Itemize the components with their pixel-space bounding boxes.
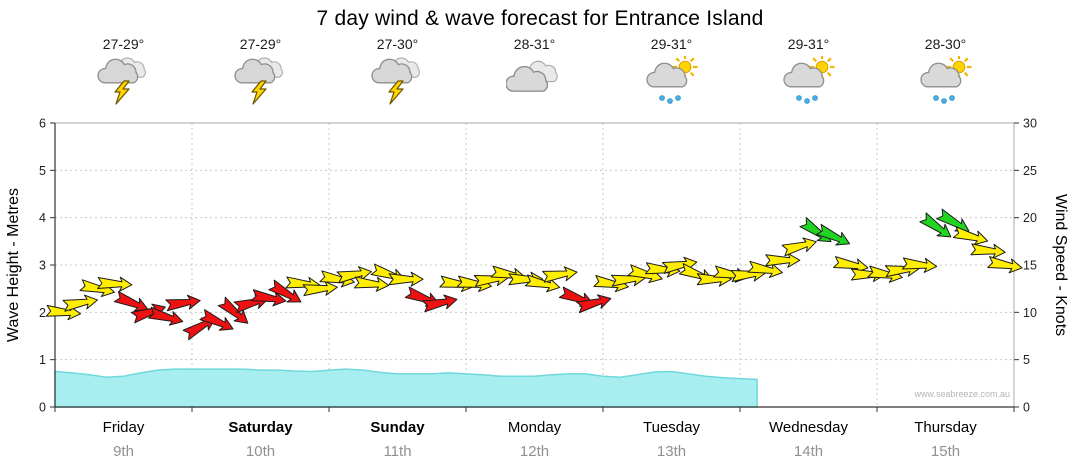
- day-name: Monday: [507, 419, 562, 436]
- day-name: Sunday: [370, 419, 425, 436]
- day-date: 15th: [930, 443, 961, 460]
- day-date: 11th: [383, 443, 412, 460]
- wind-axis-tick-label: 15: [1023, 259, 1037, 273]
- day-name: Saturday: [228, 419, 293, 436]
- day-name: Thursday: [914, 419, 977, 436]
- wind-arrow: [936, 208, 970, 232]
- wind-arrow: [147, 306, 184, 326]
- wind-axis-tick-label: 30: [1023, 117, 1037, 131]
- day-temp-range: 27-30°: [376, 36, 419, 52]
- day-name: Wednesday: [769, 419, 848, 436]
- wind-arrow: [901, 257, 938, 273]
- day-temp-range: 28-31°: [513, 36, 556, 52]
- wave-axis-tick-label: 6: [39, 117, 46, 131]
- wind-arrow: [113, 290, 149, 312]
- wave-axis-tick-label: 2: [39, 306, 46, 320]
- day-date: 12th: [519, 443, 550, 460]
- wind-arrow: [353, 276, 390, 292]
- wind-arrow: [542, 266, 578, 283]
- storm-icon: [233, 57, 283, 105]
- day-name: Friday: [102, 419, 145, 436]
- day-temp-range: 27-29°: [102, 36, 145, 52]
- day-date: 10th: [245, 443, 276, 460]
- wind-arrow: [970, 243, 1006, 259]
- day-weather-icon-wrap: [740, 54, 877, 108]
- wind-arrow: [987, 256, 1023, 274]
- watermark: www.seabreeze.com.au: [914, 389, 1010, 399]
- day-weather-icon-wrap: [329, 56, 466, 108]
- wind-arrow: [62, 294, 98, 312]
- day-weather-icon-wrap: [603, 54, 740, 108]
- wind-axis-tick-label: 0: [1023, 401, 1030, 415]
- wind-arrow: [199, 309, 234, 331]
- wind-arrow: [268, 279, 302, 303]
- day-name: Tuesday: [643, 419, 700, 436]
- cloudy-icon: [504, 60, 558, 92]
- day-temp-range: 28-30°: [924, 36, 967, 52]
- wave-axis-tick-label: 1: [39, 353, 46, 367]
- wind-arrow: [422, 294, 458, 313]
- wind-axis-tick-label: 20: [1023, 211, 1037, 225]
- wind-axis-tick-label: 10: [1023, 306, 1037, 320]
- day-date: 9th: [113, 443, 134, 460]
- day-date: 14th: [793, 443, 824, 460]
- wind-arrow: [815, 223, 851, 246]
- sun-showers-icon: [645, 54, 697, 104]
- day-temp-range: 29-31°: [787, 36, 830, 52]
- day-temp-range: 27-29°: [239, 36, 282, 52]
- day-weather-icon-wrap: [466, 56, 603, 108]
- day-weather-icon-wrap: [55, 56, 192, 108]
- wind-arrow: [576, 294, 612, 314]
- wind-arrow: [165, 294, 201, 312]
- day-date: 13th: [656, 443, 687, 460]
- sun-showers-icon: [782, 54, 834, 104]
- wind-arrow: [97, 276, 133, 292]
- chart-title: 7 day wind & wave forecast for Entrance …: [316, 7, 764, 30]
- wind-arrow: [765, 252, 801, 268]
- wind-axis-tick-label: 25: [1023, 164, 1037, 178]
- day-weather-icon-wrap: [877, 54, 1014, 108]
- wave-axis-tick-label: 3: [39, 259, 46, 273]
- wind-arrow: [388, 271, 424, 287]
- wind-arrow: [952, 226, 989, 246]
- wave-area: [54, 368, 758, 408]
- sun-showers-icon: [919, 54, 971, 104]
- wave-axis-tick-label: 4: [39, 211, 46, 225]
- wave-axis-tick-label: 0: [39, 401, 46, 415]
- wave-axis-tick-label: 5: [39, 164, 46, 178]
- storm-icon: [370, 57, 420, 105]
- day-weather-icon-wrap: [192, 56, 329, 108]
- wind-arrow: [302, 280, 338, 297]
- wind-arrow: [217, 296, 249, 324]
- day-temp-range: 29-31°: [650, 36, 693, 52]
- storm-icon: [96, 57, 146, 105]
- wind-arrow: [781, 237, 817, 257]
- wind-arrow: [919, 212, 952, 238]
- wind-axis-tick-label: 5: [1023, 353, 1030, 367]
